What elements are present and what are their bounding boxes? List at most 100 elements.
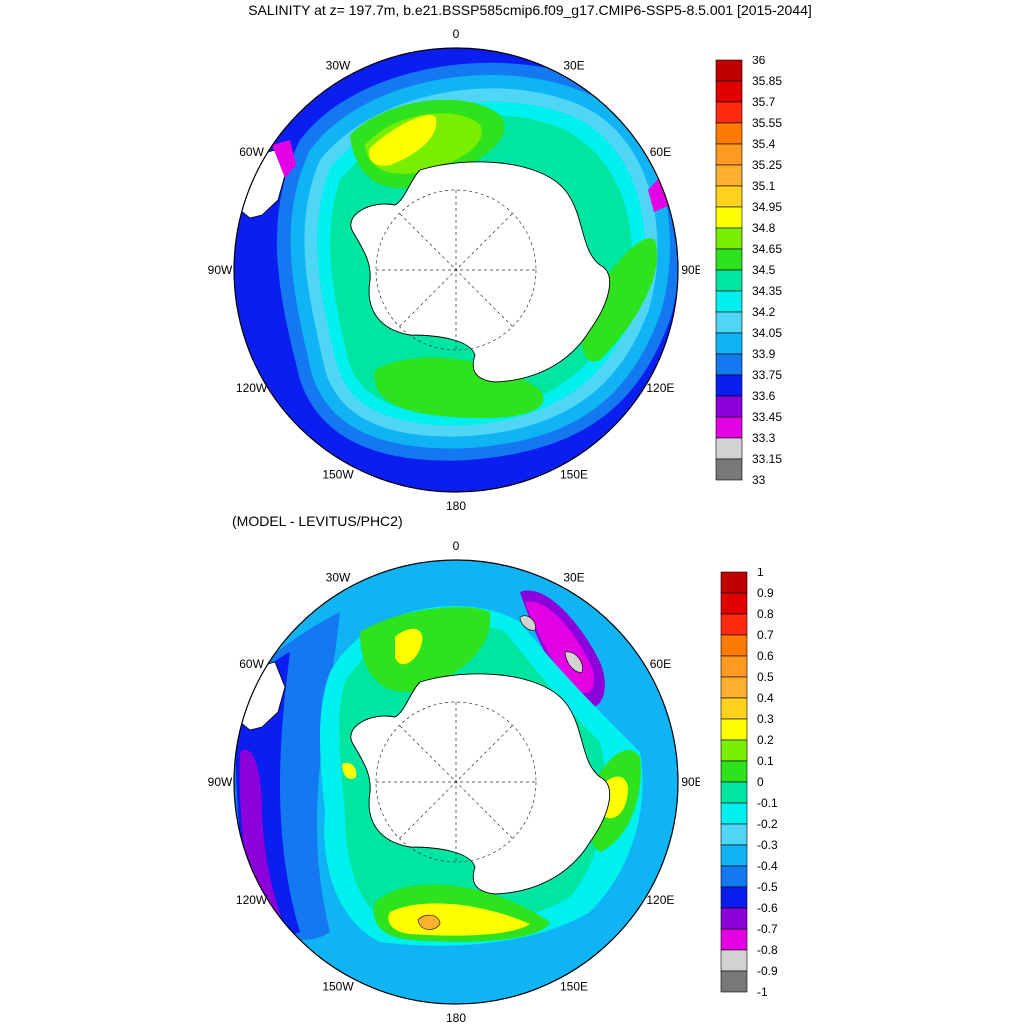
colorbar-swatch: [715, 416, 743, 439]
colorbar-tick-label: -0.5: [757, 880, 778, 894]
salinity-difference-polar-map: 0 30E 60E 90E 120E 150E 180 150W 120W 90W 60W 30W: [208, 539, 700, 1024]
anomaly-band-0.3-west: [342, 762, 357, 779]
longitude-label: 120W: [236, 381, 268, 395]
colorbar-tick-label: 34.65: [752, 242, 782, 256]
longitude-label: 30E: [563, 59, 584, 73]
longitude-label: 60W: [239, 657, 264, 671]
anomaly-band-0.4: [417, 914, 441, 930]
colorbar-tick-label: -0.2: [757, 817, 778, 831]
colorbar-tick-label: 34.95: [752, 200, 782, 214]
colorbar-swatch: [715, 458, 743, 481]
colorbar-swatch: [715, 101, 743, 124]
colorbar-swatch: [720, 970, 748, 993]
colorbar-swatch: [720, 928, 748, 951]
colorbar-tick-label: 34.05: [752, 326, 782, 340]
colorbar-tick-label: 33.15: [752, 452, 782, 466]
longitude-label: 120E: [646, 381, 674, 395]
longitude-label: 90W: [208, 775, 233, 789]
colorbar-swatch: [720, 949, 748, 972]
colorbar-swatch: [720, 802, 748, 825]
colorbar-swatch: [720, 718, 748, 741]
longitude-label: 30E: [563, 571, 584, 585]
salinity-polar-map: 0 30E 60E 90E 120E 150E 180 150W 120W 90W 60W 30W: [208, 27, 700, 512]
colorbar-swatch: [720, 739, 748, 762]
colorbar-swatch: [715, 353, 743, 376]
colorbar-tick-label: 33: [752, 473, 766, 487]
figure-title: SALINITY at z= 197.7m, b.e21.BSSP585cmip…: [248, 2, 812, 18]
colorbar-tick-label: 35.7: [752, 95, 776, 109]
colorbar-swatch: [720, 571, 748, 594]
colorbar-swatch: [720, 634, 748, 657]
colorbar-swatch: [720, 865, 748, 888]
colorbar-tick-label: 36: [752, 56, 766, 67]
colorbar-swatch: [720, 655, 748, 678]
colorbar-tick-label: 34.2: [752, 305, 776, 319]
longitude-label: 30W: [326, 59, 351, 73]
colorbar-tick-label: 35.1: [752, 179, 776, 193]
anomaly-band-minus0.6: [239, 749, 300, 963]
colorbar-tick-label: 34.35: [752, 284, 782, 298]
colorbar-tick-label: 34.5: [752, 263, 776, 277]
contour-band-34.95: [369, 115, 437, 166]
colorbar-swatch: [715, 395, 743, 418]
colorbar-tick-label: -0.8: [757, 943, 778, 957]
colorbar-tick-label: 0.8: [757, 607, 774, 621]
colorbar-tick-label: -0.1: [757, 796, 778, 810]
colorbar-tick-label: -0.3: [757, 838, 778, 852]
longitude-label: 180: [446, 499, 466, 512]
colorbar-swatch: [715, 206, 743, 229]
colorbar-tick-label: 35.25: [752, 158, 782, 172]
colorbar-tick-label: 0.7: [757, 628, 774, 642]
colorbar-swatch: [715, 437, 743, 460]
anomaly-patch-minus0.8-b: [519, 615, 536, 631]
difference-panel-title: (MODEL - LEVITUS/PHC2): [232, 513, 403, 529]
anomaly-colorbar: 1 0.9 0.8 0.7 0.6 0.5 0.4 0.3 0.2 0.1 0 -0.1 -0.2 -0.…: [720, 568, 778, 999]
colorbar-tick-label: -0.7: [757, 922, 778, 936]
colorbar-tick-label: -0.6: [757, 901, 778, 915]
colorbar-tick-label: -1: [757, 985, 768, 999]
colorbar-swatch: [715, 248, 743, 271]
anomaly-band-0.3-north: [395, 628, 423, 665]
colorbar-tick-label: 1: [757, 568, 764, 579]
colorbar-tick-label: 35.55: [752, 116, 782, 130]
longitude-label: 120E: [646, 893, 674, 907]
colorbar-swatch: [720, 697, 748, 720]
map-boundary: [233, 559, 679, 1005]
antarctica-land: [350, 673, 610, 895]
colorbar-swatch: [715, 143, 743, 166]
colorbar-swatch: [720, 844, 748, 867]
longitude-label: 150W: [322, 979, 354, 993]
colorbar-tick-label: 33.6: [752, 389, 776, 403]
anomaly-patch-minus0.8: [564, 651, 583, 673]
colorbar-tick-label: 0.1: [757, 754, 774, 768]
colorbar-tick-label: -0.9: [757, 964, 778, 978]
colorbar-tick-label: 0: [757, 775, 764, 789]
salinity-patch-33.45-east: [648, 175, 670, 212]
longitude-label: 90E: [681, 775, 700, 789]
contour-band-34.65-east: [581, 238, 658, 362]
map-boundary: [233, 47, 679, 493]
longitude-label: 60E: [650, 145, 671, 159]
colorbar-tick-label: -0.4: [757, 859, 778, 873]
colorbar-swatch: [720, 781, 748, 804]
longitude-label: 120W: [236, 893, 268, 907]
longitude-label: 0: [453, 539, 460, 553]
colorbar-swatch: [715, 122, 743, 145]
colorbar-swatch: [720, 592, 748, 615]
colorbar-swatch: [715, 332, 743, 355]
colorbar-swatch: [720, 823, 748, 846]
colorbar-swatch: [715, 269, 743, 292]
colorbar-swatch: [720, 760, 748, 783]
colorbar-tick-label: 0.9: [757, 586, 774, 600]
colorbar-tick-label: 0.6: [757, 649, 774, 663]
colorbar-tick-label: 0.3: [757, 712, 774, 726]
longitude-label: 0: [453, 27, 460, 41]
longitude-label: 30W: [326, 571, 351, 585]
colorbar-tick-label: 33.9: [752, 347, 776, 361]
colorbar-tick-label: 35.85: [752, 74, 782, 88]
colorbar-swatch: [720, 907, 748, 930]
colorbar-swatch: [715, 164, 743, 187]
colorbar-swatch: [715, 185, 743, 208]
longitude-label: 150E: [560, 979, 588, 993]
anomaly-band-0.1: [360, 607, 491, 693]
